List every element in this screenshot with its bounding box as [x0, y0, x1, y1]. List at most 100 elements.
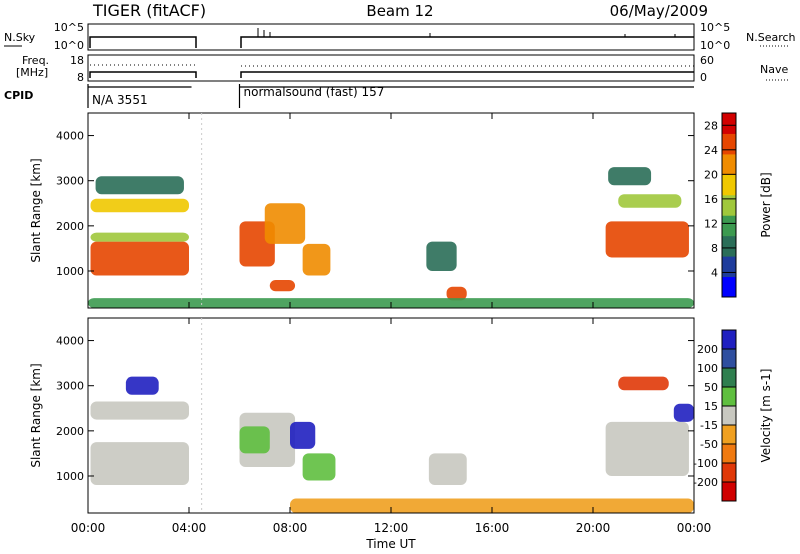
freq-panel-frame	[87, 54, 695, 82]
colorbar-tick-label: 16	[704, 193, 718, 206]
panel-background	[88, 113, 694, 308]
nsky-tick-top: 10^5	[54, 21, 84, 34]
nsearch-label: N.Search	[746, 31, 796, 44]
colorbar-tick-label: 28	[704, 119, 718, 132]
cpid-segment-text: normalsound (fast) 157	[244, 85, 385, 99]
scatter-region	[95, 176, 184, 195]
scatter-region	[264, 203, 306, 244]
colorbar-segment	[722, 330, 736, 350]
x-tick-label: 20:00	[576, 521, 611, 535]
nsky-trace	[89, 36, 694, 48]
y-tick-label: 2000	[56, 425, 84, 438]
colorbar-label: Power [dB]	[759, 172, 773, 237]
y-tick-label: 3000	[56, 175, 84, 188]
colorbar-tick-label: 8	[711, 242, 718, 255]
y-tick-label: 1000	[56, 470, 84, 483]
colorbar-segment	[722, 153, 736, 175]
scatter-region	[618, 376, 669, 391]
power-colorbar: 4 8 12 16 20 24 28 Power [dB]	[704, 112, 773, 298]
date-label: 06/May/2009	[610, 2, 708, 20]
colorbar-segment	[722, 368, 736, 388]
colorbar-segment	[722, 133, 736, 155]
colorbar-segment	[722, 256, 736, 278]
colorbar-segment	[722, 463, 736, 483]
colorbar-segment	[722, 482, 736, 502]
nsearch-tick-bottom: 10^0	[700, 39, 730, 52]
colorbar-segment	[722, 387, 736, 407]
nsky-spikes	[257, 28, 676, 37]
colorbar-frame	[721, 112, 737, 298]
colorbar-segment	[722, 113, 736, 134]
nave-label: Nave	[760, 63, 788, 76]
colorbar-tick-label: 4	[711, 266, 718, 279]
colorbar-segment	[722, 276, 736, 298]
y-tick-label: 3000	[56, 380, 84, 393]
x-tick-label: 04:00	[172, 521, 207, 535]
scatter-region	[446, 286, 467, 301]
scatter-region	[269, 280, 296, 292]
x-tick-label: 00:00	[71, 521, 106, 535]
colorbar-segment	[722, 406, 736, 426]
scatter-region	[605, 421, 689, 476]
freq-label-2: [MHz]	[16, 66, 48, 79]
scatter-region	[605, 221, 689, 258]
scatter-region	[239, 426, 270, 454]
nsky-label: N.Sky	[4, 31, 36, 44]
scatter-region	[426, 241, 457, 271]
colorbar-tick-label: -50	[700, 438, 718, 451]
colorbar-tick-label: 200	[697, 343, 718, 356]
colorbar-tick-label: 50	[704, 381, 718, 394]
panel-background	[88, 318, 694, 513]
colorbar-tick-label: 12	[704, 217, 718, 230]
scatter-region	[618, 194, 682, 208]
scatter-region	[90, 442, 189, 486]
colorbar-tick-label: 20	[704, 168, 718, 181]
scatter-region	[608, 167, 652, 186]
velocity-colorbar: 200 100 50 15 -15 -50 -100 -200 Velocity [m s-1]	[693, 329, 773, 502]
colorbar-tick-label: -200	[693, 476, 718, 489]
y-tick-label: 1000	[56, 265, 84, 278]
nsky-tick-bottom: 10^0	[54, 39, 84, 52]
beam-label: Beam 12	[366, 2, 433, 20]
colorbar-frame	[721, 329, 737, 502]
x-tick-label: 00:00	[677, 521, 712, 535]
plot-title: TIGER (fitACF)	[92, 1, 206, 20]
y-tick-label: 4000	[56, 335, 84, 348]
colorbar-tick-label: 15	[704, 400, 718, 413]
colorbar-segment	[722, 174, 736, 196]
nave-tick-bottom: 0	[700, 71, 707, 84]
scatter-region	[90, 232, 189, 242]
cpid-segment-line	[87, 84, 192, 108]
velocity-panel: 1000 2000 3000 4000 Slant Range [km]	[29, 317, 695, 514]
nave-tick-top: 60	[700, 54, 714, 67]
x-tick-label: 08:00	[273, 521, 308, 535]
cpid-segment-line	[238, 84, 694, 108]
colorbar-segment	[722, 444, 736, 464]
colorbar-segment	[722, 349, 736, 369]
y-tick-label: 2000	[56, 220, 84, 233]
colorbar-tick-label: -15	[700, 419, 718, 432]
y-axis-label: Slant Range [km]	[29, 363, 43, 467]
colorbar-tick-label: -100	[693, 457, 718, 470]
colorbar-segment	[722, 194, 736, 216]
cpid-segments: N/A 3551 normalsound (fast) 157	[87, 84, 694, 108]
x-tick-label: 12:00	[374, 521, 409, 535]
y-axis-label: Slant Range [km]	[29, 158, 43, 262]
freq-tick-top: 18	[70, 54, 84, 67]
scatter-region	[302, 243, 331, 276]
scatter-region	[290, 421, 316, 449]
scatter-region	[90, 401, 189, 420]
colorbar-segment	[722, 235, 736, 257]
colorbar-label: Velocity [m s-1]	[759, 369, 773, 463]
cpid-segment-text: N/A 3551	[92, 93, 148, 107]
scatter-region	[90, 198, 189, 213]
colorbar-segment	[722, 425, 736, 445]
scatter-region	[673, 403, 694, 422]
freq-label-1: Freq.	[22, 54, 49, 67]
freq-tick-bottom: 8	[77, 71, 84, 84]
freq-trace	[89, 71, 694, 78]
colorbar-tick-label: 24	[704, 144, 718, 157]
time-axis: 00:00 04:00 08:00 12:00 16:00 20:00 00:00 Time …	[71, 113, 712, 551]
colorbar-tick-label: 100	[697, 362, 718, 375]
